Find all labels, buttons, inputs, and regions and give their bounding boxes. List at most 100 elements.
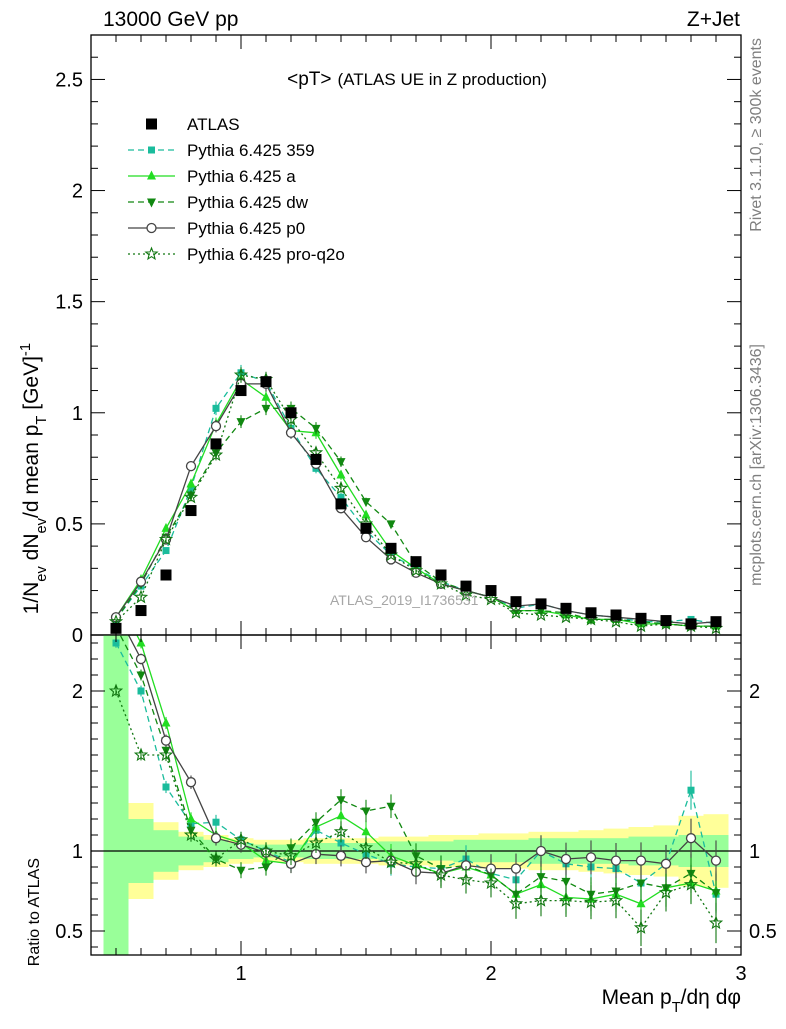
side-label-bottom: mcplots.cern.ch [arXiv:1306.3436] [748, 344, 765, 586]
data-point [208, 447, 224, 462]
subscript: ev [34, 566, 50, 582]
data-point [533, 893, 549, 907]
data-point [508, 896, 524, 910]
data-point [133, 589, 149, 604]
data-point [560, 602, 572, 614]
data-point [210, 833, 222, 844]
data-point [260, 376, 272, 388]
side-label-top: Rivet 3.1.10, ≥ 300k events [748, 38, 765, 232]
legend-label: Pythia 6.425 dw [187, 193, 309, 212]
ratio-panel-series [108, 635, 724, 947]
data-point [236, 418, 246, 428]
data-point [108, 683, 124, 698]
data-point [210, 438, 222, 450]
data-point [533, 607, 549, 622]
data-point [112, 639, 120, 647]
legend-entry: ATLAS [146, 115, 240, 134]
data-point [385, 542, 397, 554]
y-tick-label: 1 [72, 841, 83, 863]
y-tick-label-right: 1 [749, 841, 760, 863]
data-point [285, 407, 297, 419]
data-point [361, 826, 371, 836]
y-tick-label: 2 [72, 181, 83, 203]
data-point [310, 453, 322, 465]
data-point [636, 879, 646, 889]
data-point [185, 777, 197, 788]
data-point [186, 813, 196, 823]
data-point [135, 653, 147, 665]
data-point [158, 531, 174, 546]
y-tick-label: 1.5 [55, 292, 83, 314]
data-point [660, 615, 672, 627]
data-point [336, 458, 346, 468]
label-part: Mean p [602, 986, 672, 1009]
data-point [337, 839, 345, 847]
data-point [633, 920, 649, 934]
label-part: dN [20, 534, 43, 567]
x-axis-label: Mean pT/dη dφ [602, 986, 741, 1016]
data-point [183, 489, 199, 504]
legend-marker [146, 118, 157, 130]
legend-label: Pythia 6.425 a [187, 167, 296, 186]
y-tick-label: 0.5 [55, 921, 83, 943]
data-point [585, 852, 597, 863]
data-point [208, 851, 224, 866]
x-tick-label: 1 [235, 963, 246, 985]
data-point [186, 478, 196, 488]
subscript: T [672, 1000, 681, 1016]
legend-entry: Pythia 6.425 pro-q2o [128, 245, 345, 264]
y-tick-label: 0.5 [55, 514, 83, 536]
data-point [536, 873, 546, 883]
data-point [483, 875, 499, 890]
legend-label: ATLAS [187, 115, 240, 134]
x-tick-label: 3 [735, 963, 746, 985]
data-point [162, 783, 170, 791]
data-point [585, 607, 597, 619]
data-point [508, 605, 524, 619]
data-point [683, 877, 699, 891]
data-point [135, 576, 147, 587]
x-axis-label-text: Mean pT/dη dφ [602, 986, 741, 1016]
data-point [361, 807, 371, 817]
data-point [360, 857, 372, 868]
data-point [711, 889, 721, 899]
data-point [433, 867, 449, 882]
data-point [135, 605, 147, 617]
data-point [160, 569, 172, 581]
main-ylabel-text: 1/Nev dNev/d mean pT [GeV]-1 [18, 343, 50, 614]
data-point [335, 498, 347, 510]
data-point [162, 547, 170, 555]
data-point [308, 835, 324, 850]
plot-title-main: <pT> [287, 69, 331, 90]
data-point [336, 796, 346, 806]
legend-label: Pythia 6.425 pro-q2o [187, 245, 345, 264]
legend-entry: Pythia 6.425 359 [128, 141, 315, 160]
data-point [212, 404, 220, 412]
data-point [261, 863, 271, 873]
data-point [558, 609, 574, 624]
data-point [212, 818, 220, 826]
ratio-panel: 1 2 30.5 0.51 12 2 [55, 634, 777, 985]
data-point [535, 845, 547, 857]
data-point [261, 404, 271, 414]
data-point [458, 587, 474, 602]
data-point [236, 866, 246, 876]
y-tick-label: 2.5 [55, 69, 83, 91]
data-point [610, 609, 622, 621]
data-point [710, 855, 722, 866]
label-part: 1/N [20, 582, 43, 615]
data-point [608, 893, 624, 907]
main-panel-series [108, 364, 724, 635]
data-point [361, 509, 371, 519]
data-point [433, 576, 449, 590]
data-point [183, 827, 199, 842]
data-point [361, 498, 371, 508]
stat-band-bin [103, 635, 129, 955]
series-atlas [110, 376, 722, 634]
data-point [483, 591, 499, 606]
data-point [458, 872, 474, 886]
legend-entry: Pythia 6.425 a [128, 167, 296, 186]
data-point [635, 855, 647, 866]
